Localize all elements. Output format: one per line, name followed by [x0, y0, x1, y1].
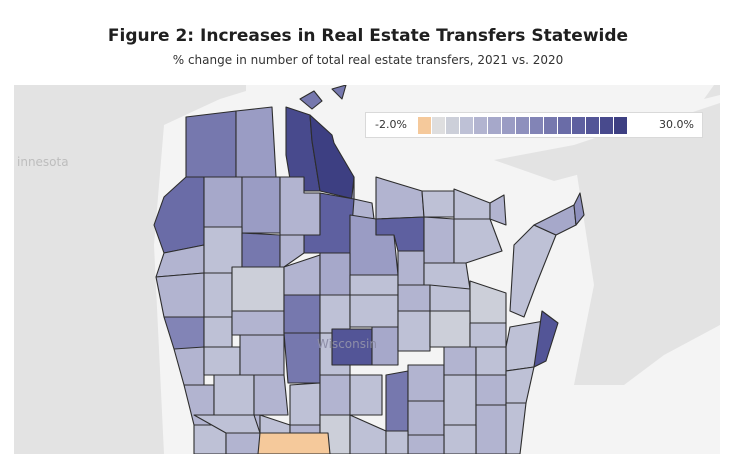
- county-shape[interactable]: [241, 176, 281, 234]
- county-shape[interactable]: [203, 316, 233, 348]
- county-shape[interactable]: [349, 274, 399, 296]
- county-shape[interactable]: [203, 272, 233, 318]
- legend-swatch: [600, 117, 614, 134]
- county-shape[interactable]: [283, 332, 321, 384]
- county-shape[interactable]: [385, 430, 409, 454]
- county-shape[interactable]: [397, 284, 431, 312]
- county-shape[interactable]: [231, 266, 285, 312]
- county-shape[interactable]: [475, 404, 507, 454]
- county-shape[interactable]: [185, 110, 237, 178]
- county-shape[interactable]: [429, 310, 471, 348]
- county-shape[interactable]: [231, 310, 285, 336]
- county-shape[interactable]: [349, 294, 399, 328]
- county-shape[interactable]: [371, 326, 399, 366]
- minnesota-land: [14, 85, 246, 125]
- county-shape[interactable]: [573, 192, 585, 226]
- county-shape[interactable]: [385, 370, 409, 432]
- minnesota-land-south: [14, 125, 164, 454]
- wisconsin-label: Wisconsin: [317, 337, 377, 351]
- michigan-land: [574, 103, 720, 385]
- county-shape[interactable]: [283, 294, 321, 334]
- legend-swatch: [446, 117, 460, 134]
- county-shape[interactable]: [533, 310, 559, 368]
- county-shape[interactable]: [429, 284, 471, 312]
- legend-swatch: [502, 117, 516, 134]
- legend-swatch: [516, 117, 530, 134]
- county-shape[interactable]: [469, 322, 507, 348]
- county-shape[interactable]: [203, 176, 243, 228]
- county-shape[interactable]: [397, 310, 431, 352]
- county-shape[interactable]: [349, 374, 383, 416]
- county-shape[interactable]: [257, 432, 331, 454]
- county-shape[interactable]: [423, 216, 455, 264]
- figure-subtitle: % change in number of total real estate …: [172, 53, 564, 67]
- legend-swatch: [614, 117, 628, 134]
- choropleth-map[interactable]: innesota Wisconsin -2.0% 30.0%: [14, 85, 720, 454]
- county-shape[interactable]: [155, 272, 205, 318]
- county-shape[interactable]: [407, 364, 445, 402]
- legend-swatch: [544, 117, 558, 134]
- county-shape[interactable]: [193, 414, 261, 434]
- county-shape[interactable]: [213, 374, 255, 416]
- county-shape[interactable]: [239, 334, 285, 376]
- legend-min-label: -2.0%: [375, 118, 407, 131]
- upper-peninsula-land: [494, 125, 634, 181]
- legend-max-label: 30.0%: [659, 118, 694, 131]
- county-shape[interactable]: [253, 374, 289, 416]
- land-edge: [704, 85, 720, 99]
- legend-swatch: [432, 117, 446, 134]
- legend-swatch: [460, 117, 474, 134]
- county-shape[interactable]: [397, 250, 425, 286]
- county-shape[interactable]: [453, 218, 503, 264]
- county-shape[interactable]: [407, 434, 445, 454]
- legend-swatch: [586, 117, 600, 134]
- legend-swatch: [530, 117, 544, 134]
- county-shape[interactable]: [443, 374, 477, 426]
- county-shape[interactable]: [241, 232, 281, 268]
- county-shape[interactable]: [319, 294, 351, 334]
- county-shape[interactable]: [407, 400, 445, 436]
- color-legend: -2.0% 30.0%: [365, 112, 703, 138]
- county-shape[interactable]: [203, 226, 243, 274]
- county-shape[interactable]: [489, 194, 507, 226]
- county-shape[interactable]: [289, 382, 321, 426]
- county-shape[interactable]: [443, 424, 477, 454]
- county-shape[interactable]: [421, 190, 455, 218]
- legend-swatch: [488, 117, 502, 134]
- legend-swatch: [474, 117, 488, 134]
- minnesota-label: innesota: [17, 155, 69, 169]
- county-shape[interactable]: [319, 374, 351, 416]
- map-canvas[interactable]: [14, 85, 720, 454]
- county-shape[interactable]: [475, 346, 507, 376]
- county-shape[interactable]: [475, 374, 507, 406]
- legend-swatch: [558, 117, 572, 134]
- county-shape[interactable]: [349, 414, 387, 454]
- county-shape[interactable]: [235, 106, 277, 178]
- legend-swatches: [418, 117, 628, 134]
- county-shape[interactable]: [319, 252, 351, 296]
- legend-swatch: [418, 117, 432, 134]
- county-shape[interactable]: [443, 346, 477, 376]
- apostle-islands: [299, 85, 347, 110]
- legend-swatch: [572, 117, 586, 134]
- county-shape[interactable]: [203, 346, 241, 376]
- figure-title: Figure 2: Increases in Real Estate Trans…: [107, 26, 629, 46]
- county-shape[interactable]: [279, 234, 305, 268]
